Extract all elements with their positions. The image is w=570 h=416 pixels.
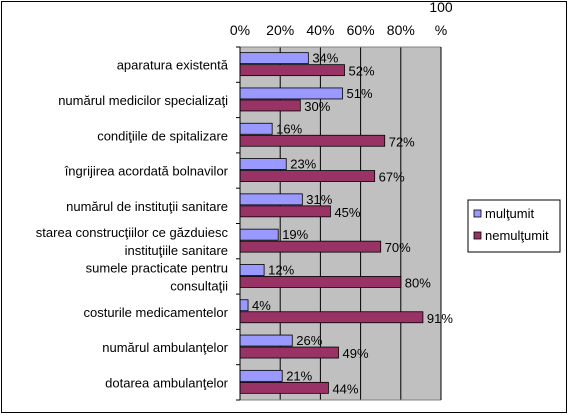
data-label-nemultumit: 70% bbox=[385, 240, 411, 255]
bar-nemultumit bbox=[239, 205, 331, 218]
legend-box bbox=[467, 199, 561, 253]
x-tick-label: 20% bbox=[266, 22, 294, 38]
bar-multumit bbox=[239, 369, 283, 382]
bar-multumit bbox=[239, 193, 303, 206]
data-label-nemultumit: 44% bbox=[332, 381, 358, 396]
x-tick-label: 60% bbox=[347, 22, 375, 38]
bar-nemultumit bbox=[239, 134, 386, 147]
legend-swatch bbox=[473, 209, 482, 218]
bar-nemultumit bbox=[239, 240, 382, 253]
legend-label: mulţumit bbox=[485, 206, 535, 221]
data-label-nemultumit: 91% bbox=[427, 311, 453, 326]
data-label-nemultumit: 72% bbox=[389, 134, 415, 149]
data-label-multumit: 23% bbox=[290, 157, 316, 172]
bar-multumit bbox=[239, 52, 309, 65]
data-label-multumit: 21% bbox=[286, 368, 312, 383]
category-label: numărul ambulanţelor bbox=[102, 340, 228, 355]
category-label: dotarea ambulanţelor bbox=[105, 375, 229, 390]
bar-nemultumit bbox=[239, 276, 402, 288]
category-label: costurile medicamentelor bbox=[83, 305, 228, 320]
category-label: numărul medicilor specializaţi bbox=[58, 93, 228, 108]
data-label-multumit: 31% bbox=[306, 192, 332, 207]
data-label-multumit: 16% bbox=[276, 121, 302, 136]
bar-multumit bbox=[239, 87, 343, 100]
bar-multumit bbox=[239, 264, 265, 276]
bar-nemultumit bbox=[239, 99, 301, 112]
data-label-nemultumit: 45% bbox=[334, 205, 360, 220]
category-label: starea construcţiilor ce găzduiesc instit… bbox=[36, 225, 229, 258]
bar-multumit bbox=[239, 299, 249, 312]
data-label-multumit: 12% bbox=[268, 262, 294, 277]
bar-multumit bbox=[239, 158, 287, 170]
bar-nemultumit bbox=[239, 381, 329, 394]
bar-nemultumit bbox=[239, 64, 345, 77]
bar-multumit bbox=[239, 228, 279, 241]
category-label: aparatura existentă bbox=[117, 58, 229, 73]
data-label-multumit: 51% bbox=[347, 86, 373, 101]
data-label-nemultumit: 30% bbox=[304, 99, 330, 114]
category-label: numărul de instituţii sanitare bbox=[66, 199, 228, 214]
category-label: sumele practicate pentru consultaţii bbox=[86, 260, 228, 293]
bar-multumit bbox=[239, 334, 293, 347]
legend-label: nemulţumit bbox=[485, 228, 549, 243]
x-tick-label: 100% bbox=[429, 0, 453, 38]
bar-multumit bbox=[239, 122, 273, 135]
category-label: condiţiile de spitalizare bbox=[97, 128, 228, 143]
x-tick-label: 0% bbox=[230, 22, 250, 38]
category-label: îngrijirea acordată bolnavilor bbox=[64, 164, 229, 179]
data-label-nemultumit: 52% bbox=[349, 64, 375, 79]
x-tick-label: 40% bbox=[306, 22, 334, 38]
bar-nemultumit bbox=[239, 346, 339, 359]
data-label-nemultumit: 49% bbox=[342, 346, 368, 361]
data-label-multumit: 34% bbox=[312, 51, 338, 66]
data-label-multumit: 26% bbox=[296, 333, 322, 348]
data-label-nemultumit: 67% bbox=[379, 170, 405, 185]
legend-swatch bbox=[473, 231, 482, 240]
bar-nemultumit bbox=[239, 311, 424, 324]
x-tick-label: 80% bbox=[387, 22, 415, 38]
data-label-multumit: 19% bbox=[282, 227, 308, 242]
data-label-multumit: 4% bbox=[252, 298, 271, 313]
data-label-nemultumit: 80% bbox=[405, 275, 431, 290]
bar-nemultumit bbox=[239, 170, 376, 182]
